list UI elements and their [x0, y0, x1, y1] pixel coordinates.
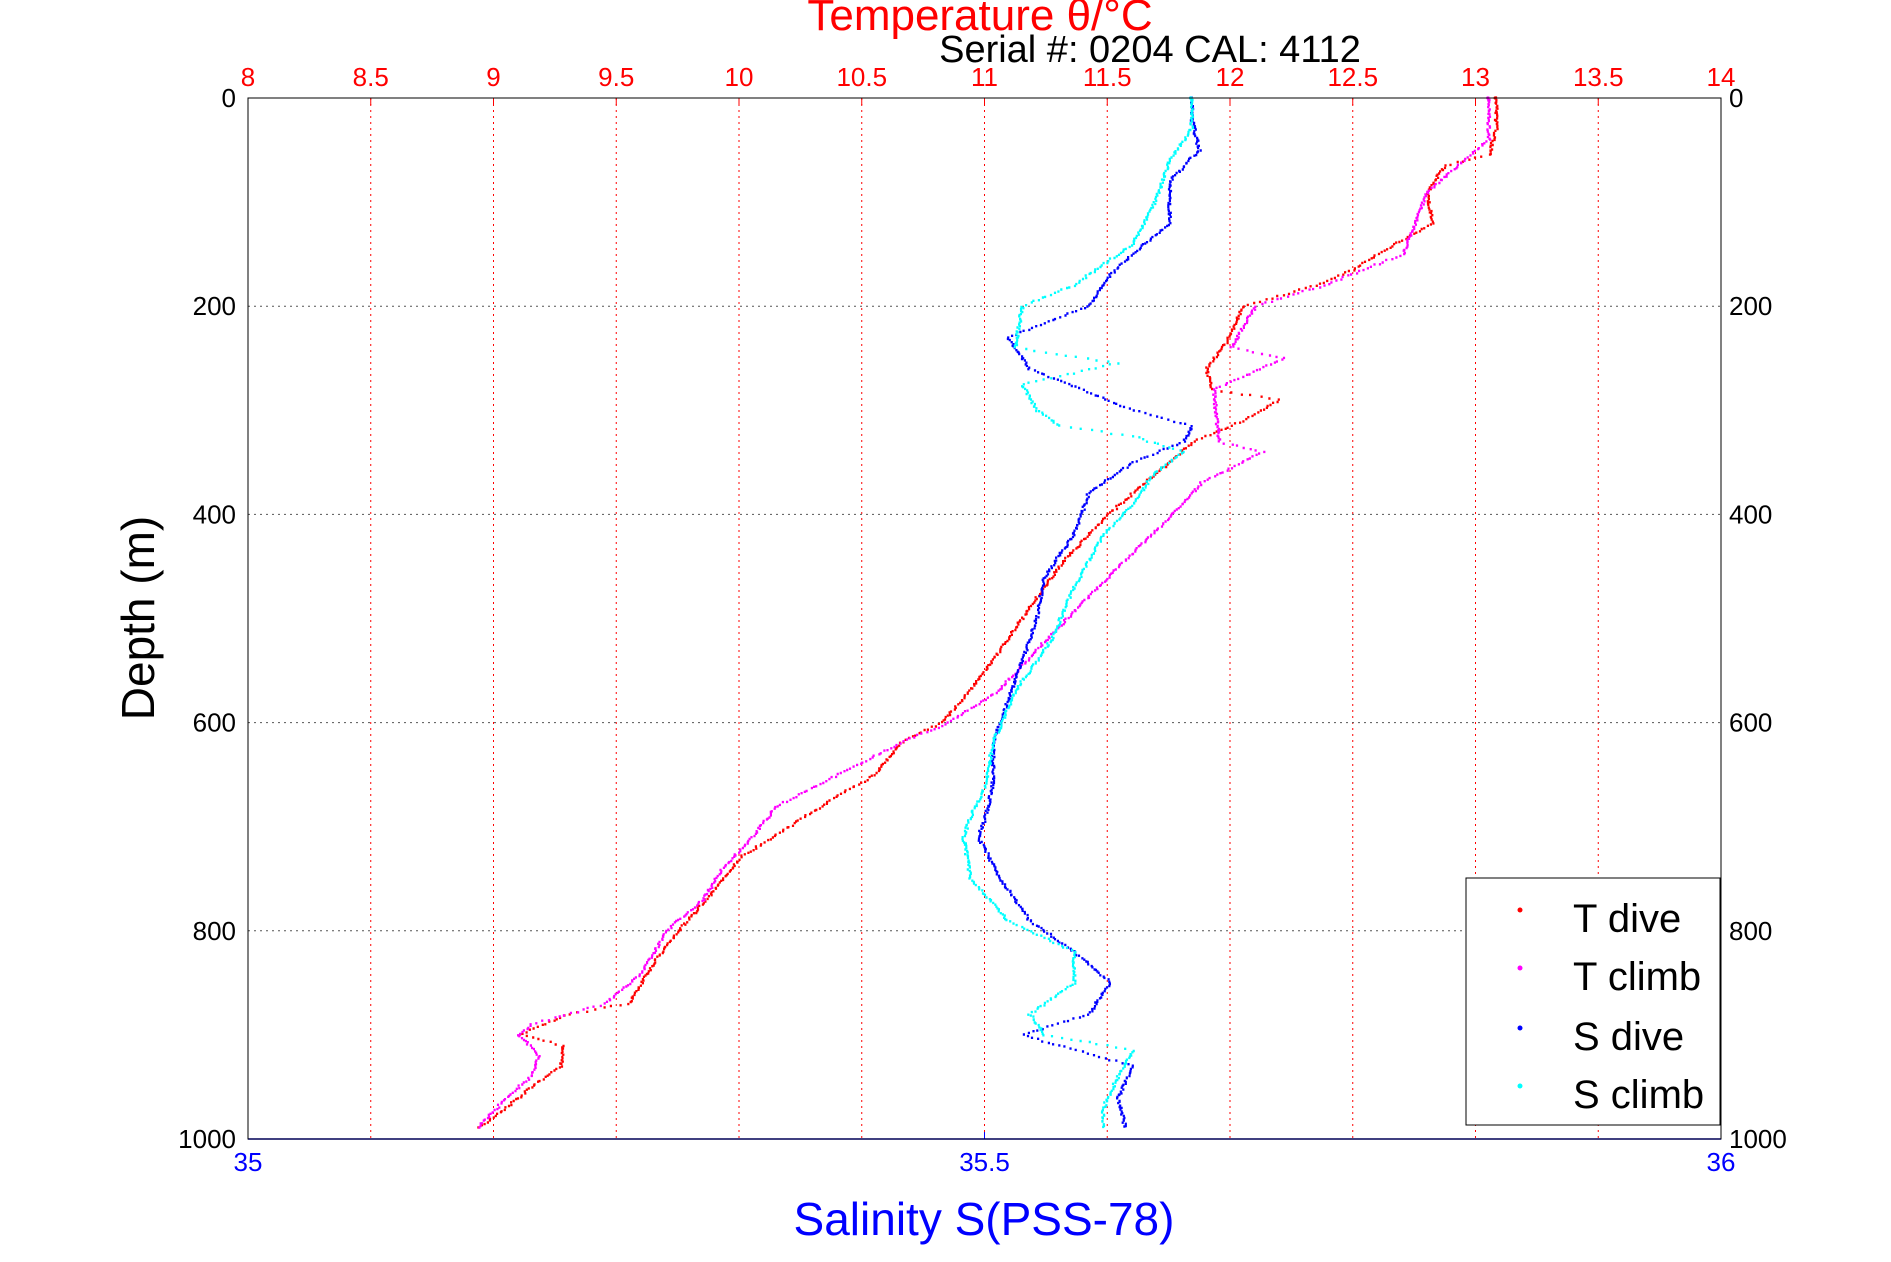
- data-points-trace: [977, 96, 1202, 1128]
- temperature-tick-label: 12.5: [1327, 62, 1378, 92]
- temperature-tick-label: 13.5: [1573, 62, 1624, 92]
- series-t-climb: [478, 96, 1492, 1129]
- depth-tick-label-left: 600: [193, 708, 236, 738]
- legend-label-t-climb: T climb: [1573, 955, 1701, 999]
- temperature-tick-label: 10: [725, 62, 754, 92]
- series-s-dive: [977, 96, 1202, 1128]
- temperature-tick-label: 12: [1216, 62, 1245, 92]
- legend-item-t-dive: T dive: [1517, 897, 1681, 941]
- legend-marker-t-climb: [1517, 965, 1523, 971]
- salinity-axis-label: Salinity S(PSS-78): [794, 1193, 1175, 1245]
- salinity-tick-label: 36: [1707, 1147, 1736, 1177]
- temperature-tick-label: 13: [1461, 62, 1490, 92]
- data-points-trace: [478, 96, 1492, 1129]
- plot-frame: [247, 97, 1722, 1140]
- legend-label-s-climb: S climb: [1573, 1073, 1704, 1117]
- legend-item-t-climb: T climb: [1517, 955, 1701, 999]
- depth-tick-label-right: 0: [1729, 83, 1743, 113]
- temperature-tick-label: 8.5: [353, 62, 389, 92]
- depth-tick-label-left: 400: [193, 499, 236, 529]
- data-series: [477, 96, 1499, 1129]
- temperature-tick-label: 9: [486, 62, 500, 92]
- legend-item-s-climb: S climb: [1517, 1073, 1704, 1117]
- legend-marker-s-dive: [1517, 1025, 1523, 1031]
- temperature-tick-label: 14: [1707, 62, 1736, 92]
- depth-tick-label-left: 800: [193, 916, 236, 946]
- temperature-tick-label: 11: [971, 62, 998, 92]
- legend-marker-t-dive: [1517, 907, 1523, 913]
- temperature-tick-label: 9.5: [598, 62, 634, 92]
- temperature-tick-label: 10.5: [836, 62, 887, 92]
- depth-axis-left: 0 200 400 600 800 1000: [178, 83, 236, 1154]
- series-s-climb: [961, 96, 1195, 1129]
- depth-tick-label-left: 200: [193, 291, 236, 321]
- depth-tick-label-left: 1000: [178, 1124, 236, 1154]
- data-points-trace: [477, 96, 1499, 1129]
- legend-marker-s-climb: [1517, 1083, 1523, 1089]
- legend-label-t-dive: T dive: [1573, 897, 1681, 941]
- depth-tick-label-right: 600: [1729, 708, 1772, 738]
- legend-item-s-dive: S dive: [1517, 1015, 1684, 1059]
- depth-tick-label-right: 400: [1729, 499, 1772, 529]
- depth-axis-label: Depth (m): [112, 516, 164, 720]
- series-t-dive: [477, 96, 1499, 1129]
- data-points-trace: [961, 96, 1195, 1129]
- depth-axis-right: 0 200 400 600 800 1000: [1729, 83, 1787, 1154]
- chart-subtitle: Serial #: 0204 CAL: 4112: [939, 29, 1361, 71]
- depth-tick-label-right: 1000: [1729, 1124, 1787, 1154]
- depth-tick-label-right: 800: [1729, 916, 1772, 946]
- legend: T dive T climb S dive S climb: [1465, 877, 1721, 1126]
- temperature-axis: 8 8.5 9 9.5 10 10.5 11 11.5 12 12.5 13 13.5 14: [241, 62, 1736, 105]
- depth-tick-label-left: 0: [222, 83, 236, 113]
- chart-title: Temperature θ/°C: [807, 0, 1152, 40]
- salinity-tick-label: 35.5: [959, 1147, 1010, 1177]
- salinity-tick-label: 35: [234, 1147, 263, 1177]
- legend-box: [1465, 877, 1721, 1126]
- legend-label-s-dive: S dive: [1573, 1015, 1684, 1059]
- temperature-tick-label: 8: [241, 62, 255, 92]
- temperature-tick-label: 11.5: [1083, 62, 1132, 92]
- depth-tick-label-right: 200: [1729, 291, 1772, 321]
